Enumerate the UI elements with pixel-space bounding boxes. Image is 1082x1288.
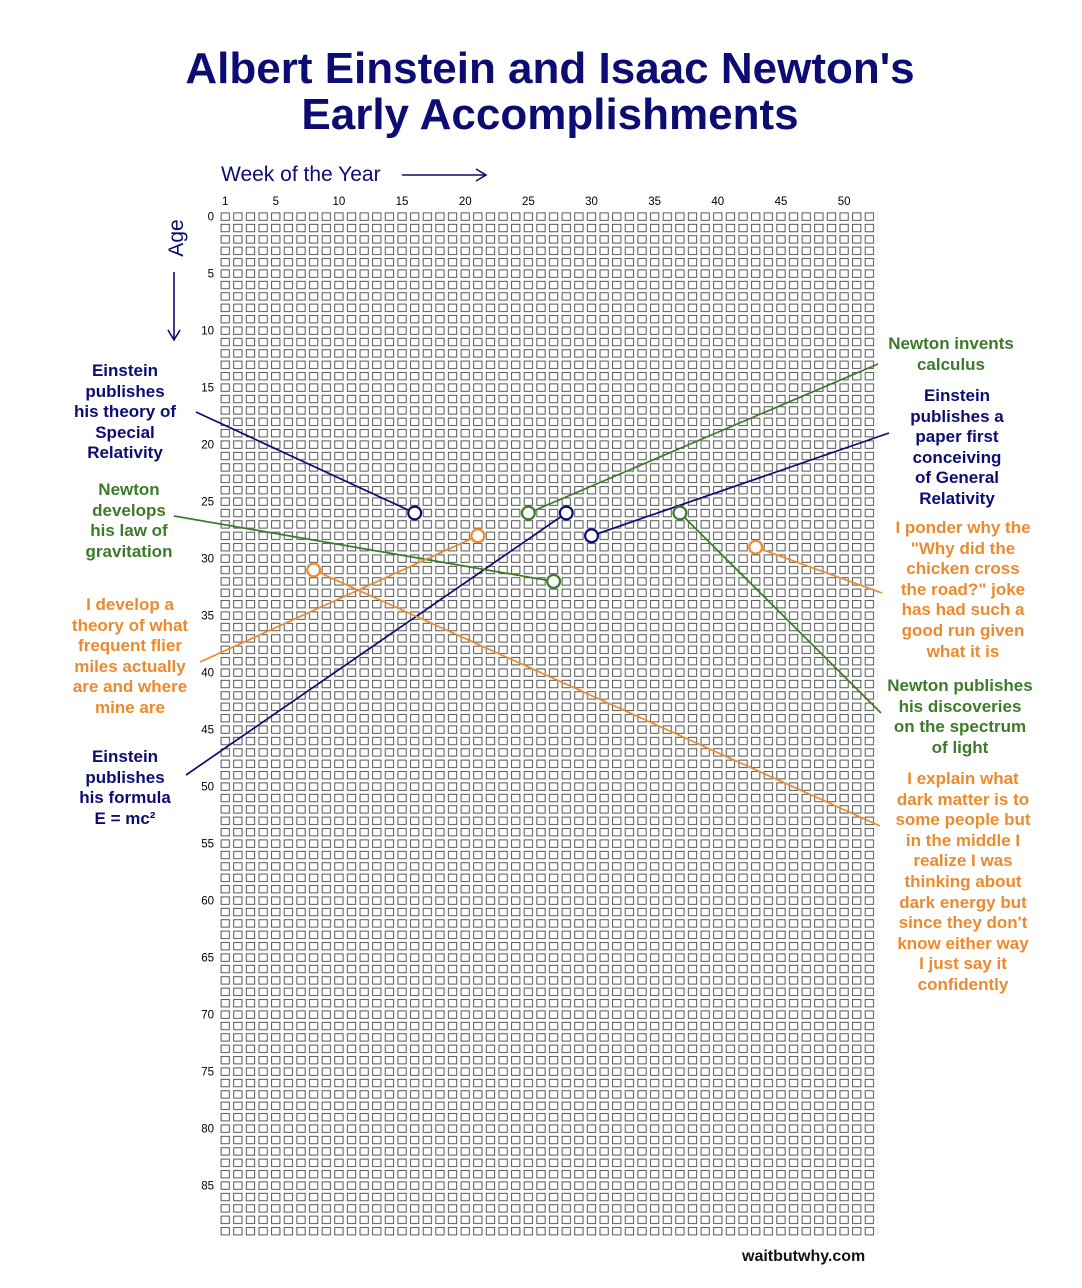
leader-0-2	[597, 432, 890, 535]
marker-i-2	[748, 539, 764, 555]
label-gravitation: Newton develops his law of gravitation	[85, 480, 173, 561]
y-tick-75: 75	[201, 1067, 214, 1079]
y-tick-60: 60	[201, 896, 214, 908]
x-tick-40: 40	[711, 196, 724, 208]
site-credit: waitbutwhy.com	[742, 1248, 866, 1265]
x-tick-50: 50	[838, 196, 851, 208]
leader-1-2	[683, 516, 882, 714]
label-dark-matter: I explain what dark matter is to some pe…	[895, 769, 1031, 994]
marker-einstein-1	[558, 505, 574, 521]
leader-2-0	[199, 537, 473, 663]
y-tick-10: 10	[201, 326, 214, 338]
marker-newton-1	[546, 573, 562, 589]
y-tick-80: 80	[201, 1124, 214, 1136]
x-tick-labels: 1 5 10 15 20 25 30 35 40 45 50	[222, 196, 850, 208]
axis-arrows	[167, 168, 488, 342]
y-tick-35: 35	[201, 611, 214, 623]
y-tick-15: 15	[201, 383, 214, 395]
x-tick-10: 10	[333, 196, 346, 208]
marker-newton-0	[520, 505, 536, 521]
y-tick-30: 30	[201, 554, 214, 566]
leader-2-1	[319, 571, 881, 827]
chart-title: Albert Einstein and Isaac Newton's Early…	[0, 46, 1082, 138]
y-tick-45: 45	[201, 725, 214, 737]
marker-newton-2	[672, 505, 688, 521]
x-tick-5: 5	[273, 196, 279, 208]
leader-1-1	[173, 515, 548, 582]
label-special-relativity: Einstein publishes his theory of Special…	[73, 361, 176, 463]
leader-2-2	[761, 548, 883, 594]
y-tick-85: 85	[201, 1181, 214, 1193]
leader-0-0	[195, 411, 410, 512]
event-markers	[306, 505, 764, 589]
y-tick-40: 40	[201, 668, 214, 680]
x-tick-45: 45	[775, 196, 788, 208]
chart-title-line-2: Early Accomplishments	[301, 90, 799, 139]
x-tick-30: 30	[585, 196, 598, 208]
y-tick-20: 20	[201, 440, 214, 452]
week-grid	[220, 210, 878, 1236]
y-tick-25: 25	[201, 497, 214, 509]
x-tick-20: 20	[459, 196, 472, 208]
leader-1-0	[533, 363, 879, 512]
label-emc2: Einstein publishes his formula E = mc²	[79, 747, 171, 828]
label-frequent-flier: I develop a theory of what frequent flie…	[71, 595, 189, 717]
x-tick-25: 25	[522, 196, 535, 208]
marker-einstein-2	[584, 528, 600, 544]
leader-0-1	[185, 515, 562, 776]
y-axis-arrow	[167, 272, 181, 342]
label-general-relativity: Einstein publishes a paper first conceiv…	[910, 386, 1004, 508]
marker-i-1	[306, 562, 322, 578]
chart-title-line-1: Albert Einstein and Isaac Newton's	[185, 44, 915, 93]
leader-lines	[173, 363, 890, 827]
x-axis-arrow	[402, 168, 488, 182]
label-spectrum-of-light: Newton publishes his discoveries on the …	[887, 676, 1033, 757]
x-axis-label: Week of the Year	[221, 163, 381, 186]
label-calculus: Newton invents calculus	[888, 334, 1014, 374]
y-tick-50: 50	[201, 782, 214, 794]
marker-i-0	[470, 528, 486, 544]
label-chicken-joke: I ponder why the "Why did the chicken cr…	[895, 518, 1031, 661]
y-tick-0: 0	[208, 212, 214, 224]
x-tick-35: 35	[648, 196, 661, 208]
y-tick-70: 70	[201, 1010, 214, 1022]
x-tick-1: 1	[222, 196, 228, 208]
x-tick-15: 15	[396, 196, 409, 208]
y-tick-labels: 0 5 10 15 20 25 30 35 40 45 50 55 60 65 70 75 80 85	[201, 212, 214, 1193]
marker-einstein-0	[407, 505, 423, 521]
y-tick-65: 65	[201, 953, 214, 965]
y-tick-5: 5	[208, 269, 214, 281]
y-tick-55: 55	[201, 839, 214, 851]
